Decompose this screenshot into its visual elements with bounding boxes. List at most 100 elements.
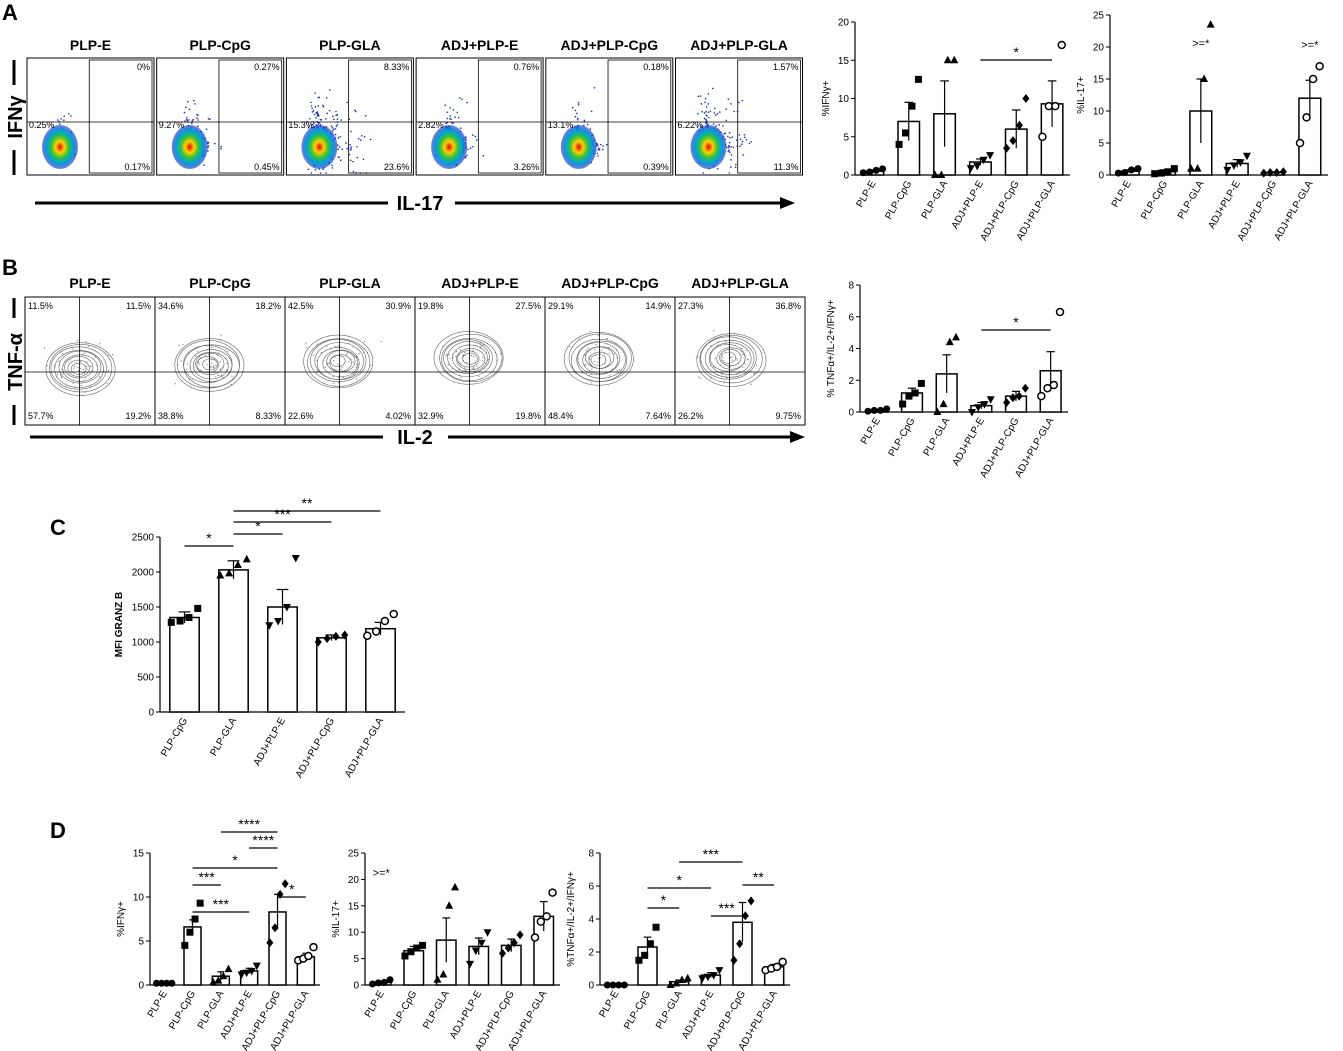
data-point [281,879,289,889]
data-point [407,948,415,956]
event-dot [326,345,328,347]
event-dot [317,113,320,116]
data-point [413,944,421,952]
event-dot [601,349,603,351]
event-dot [474,135,477,138]
data-point [1015,391,1023,401]
data-point [930,170,939,178]
event-dot [215,376,217,378]
contour [457,350,480,368]
event-dot [220,145,222,148]
plot-frame [415,57,544,176]
contour [329,354,352,372]
data-point [747,896,755,906]
event-dot [60,118,63,120]
contour [433,331,504,385]
quadrant-pct: 1.57% [773,62,799,72]
y-axis-label: %TNFα+/IL-2+/IFNγ+ [566,871,577,967]
data-point [876,406,884,414]
event-dot [335,110,337,113]
x-tick-label: ADJ+PLP-E [951,416,988,468]
y-tick-label: 4 [848,344,854,355]
event-dot [349,159,352,162]
x-tick-label: PLP-GLA [922,416,953,458]
contour [64,356,94,379]
data-point [1121,168,1129,176]
data-point [652,923,660,931]
panel-label: A [2,0,18,25]
event-dot [63,115,66,117]
quadrant-pct: 3.26% [514,162,540,172]
event-dot [736,357,738,359]
y-axis-label: MFI GRANZ B [114,592,125,658]
event-dot [317,123,320,126]
event-dot [724,132,727,134]
event-dot [360,139,362,141]
y-axis-label: %IFNγ+ [116,901,127,937]
event-dot [728,132,731,134]
event-dot [363,135,366,138]
event-dot [482,154,485,157]
event-dot [721,373,723,375]
data-point [1187,164,1196,172]
event-dot [717,167,719,170]
data-point [536,917,546,926]
plot-frame [285,57,414,176]
event-dot [698,376,700,378]
event-dot [593,86,596,89]
event-dot [705,106,708,108]
event-dot [730,154,733,156]
data-point [1236,159,1245,167]
event-dot [730,158,732,161]
event-dot [70,115,72,117]
event-dot [325,97,328,99]
data-point [191,915,199,923]
x-tick-label: ADJ+PLP-GLA [1013,416,1056,480]
contour [708,342,752,375]
quadrant-pct: 0% [137,62,150,72]
event-dot [716,112,719,115]
data-point [274,618,283,626]
contour [439,333,503,383]
event-dot [467,148,469,151]
event-dot [590,382,592,384]
event-dot [750,140,753,143]
event-dot [727,145,730,147]
data-point [698,975,707,983]
event-dot [730,146,732,148]
event-dot [220,361,222,363]
event-dot [209,118,211,121]
event-dot [220,374,222,376]
event-dot [337,376,339,378]
data-point [974,404,983,412]
y-tick-label: 15 [133,849,145,860]
event-dot [742,366,744,368]
data-point [214,976,223,984]
quadrant-pct: 27.3% [678,301,704,311]
x-tick-label: PLP-CpG [887,416,918,459]
event-dot [715,114,717,116]
quadrant-pct: 34.6% [158,301,184,311]
contour [50,346,107,390]
event-dot [574,109,577,112]
event-dot [364,114,367,117]
event-dot [748,142,751,145]
significance-label: * [232,852,238,868]
annotation: >=* [373,867,391,879]
data-point [380,616,390,626]
event-dot [585,349,587,351]
quadrant-pct: 0.76% [514,62,540,72]
event-dot [728,141,731,144]
data-point [1055,307,1065,317]
event-dot [352,361,354,363]
plot-title: ADJ+PLP-E [441,37,518,53]
event-dot [339,159,342,162]
event-dot [335,125,338,128]
data-point [266,938,274,948]
data-point [465,960,474,969]
contour [310,339,367,383]
data-point [196,899,204,907]
y-tick-label: 0 [148,708,154,719]
plot-title: PLP-GLA [319,37,380,53]
quadrant-pct: 27.5% [515,301,541,311]
